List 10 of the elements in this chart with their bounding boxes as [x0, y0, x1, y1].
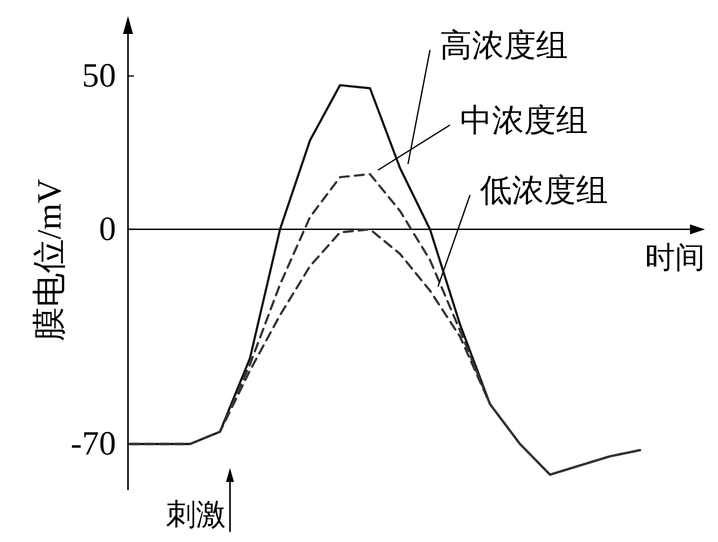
- 低浓度组: 低浓度组: [128, 172, 642, 476]
- text: 中浓度组: [460, 102, 588, 138]
- y-axis-title: 膜电位/mV: [32, 178, 68, 342]
- text: 高浓度组: [440, 27, 568, 63]
- text: 刺激: [166, 498, 226, 532]
- y-tick-label: -70: [70, 426, 116, 462]
- y-tick-label: 50: [82, 58, 116, 94]
- x-axis-title: 时间: [645, 241, 705, 274]
- y-tick-label: 0: [99, 210, 116, 248]
- text: 低浓度组: [480, 172, 608, 208]
